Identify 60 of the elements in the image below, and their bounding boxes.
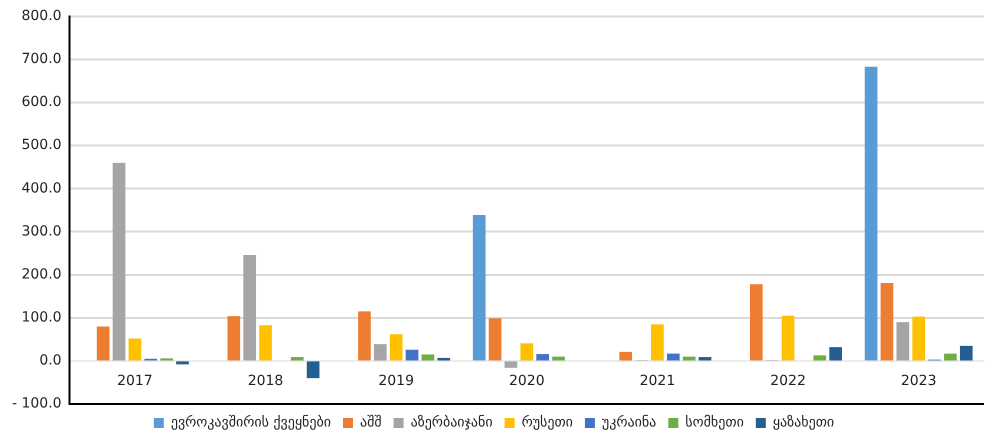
bar bbox=[128, 338, 142, 360]
bar bbox=[520, 343, 534, 360]
bar bbox=[96, 326, 110, 360]
bar bbox=[243, 254, 256, 360]
x-tick-label: 2023 bbox=[900, 372, 937, 389]
bar bbox=[750, 284, 763, 360]
legend-label: რუსეთი bbox=[522, 414, 573, 431]
bar bbox=[619, 352, 632, 360]
legend-label: აშშ bbox=[360, 414, 382, 431]
legend-label: უკრაინა bbox=[602, 414, 656, 431]
bar bbox=[306, 361, 320, 378]
y-tick-label: 100.0 bbox=[21, 310, 62, 326]
bar bbox=[374, 344, 387, 360]
bar bbox=[290, 357, 304, 360]
bar bbox=[227, 316, 240, 360]
bar bbox=[864, 66, 878, 360]
y-tick-label: 400.0 bbox=[21, 180, 62, 196]
bar bbox=[504, 361, 518, 368]
x-tick-label: 2017 bbox=[117, 372, 153, 389]
bar bbox=[552, 356, 565, 360]
bar bbox=[813, 355, 826, 360]
bar bbox=[112, 162, 126, 360]
y-tick-label: - 100.0 bbox=[12, 396, 62, 412]
y-tick-label: 600.0 bbox=[21, 94, 62, 110]
y-tick-label: 500.0 bbox=[21, 137, 62, 154]
legend-label: აზერბაიჯანი bbox=[410, 414, 493, 431]
bar bbox=[390, 334, 403, 360]
bar bbox=[259, 325, 272, 360]
y-tick-label: 200.0 bbox=[21, 266, 62, 282]
x-tick-label: 2022 bbox=[770, 372, 806, 389]
bar bbox=[472, 214, 486, 360]
bar bbox=[782, 316, 794, 360]
y-tick-label: 300.0 bbox=[21, 223, 62, 240]
bar bbox=[896, 322, 910, 360]
bar bbox=[944, 354, 957, 360]
bar bbox=[829, 347, 842, 360]
bar bbox=[698, 357, 712, 360]
legend-label: ყაზახეთი bbox=[772, 414, 834, 431]
bar bbox=[880, 282, 894, 360]
y-tick-label: 800.0 bbox=[21, 8, 62, 24]
bar bbox=[488, 318, 502, 360]
bar bbox=[682, 356, 696, 360]
x-tick-label: 2019 bbox=[378, 372, 414, 389]
legend-label: სომხეთი bbox=[685, 414, 744, 431]
bar bbox=[176, 361, 189, 364]
bar bbox=[422, 354, 434, 360]
bar bbox=[666, 354, 680, 360]
bar bbox=[406, 350, 418, 360]
bar bbox=[960, 346, 973, 360]
legend-label: ევროკავშირის ქვეყნები bbox=[170, 414, 331, 431]
bar bbox=[536, 354, 549, 360]
bar bbox=[651, 324, 664, 360]
x-tick-label: 2020 bbox=[508, 372, 545, 389]
x-tick-label: 2021 bbox=[640, 372, 676, 389]
x-tick-label: 2018 bbox=[248, 372, 284, 389]
bar bbox=[912, 316, 926, 360]
y-tick-label: 700.0 bbox=[21, 51, 62, 68]
y-tick-label: 0.0 bbox=[39, 352, 62, 369]
bar bbox=[437, 358, 450, 360]
bar bbox=[358, 311, 371, 360]
